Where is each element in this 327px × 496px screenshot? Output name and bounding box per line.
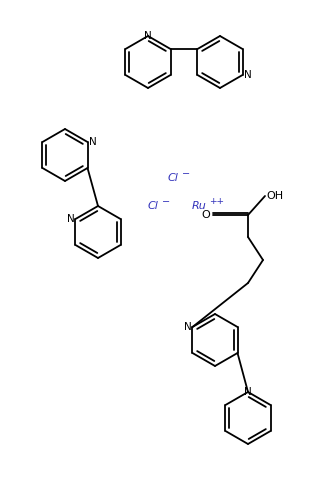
Text: −: −	[182, 169, 190, 179]
Text: −: −	[162, 197, 170, 207]
Text: O: O	[201, 210, 210, 220]
Text: N: N	[144, 31, 152, 41]
Text: N: N	[244, 387, 252, 397]
Text: N: N	[89, 137, 96, 147]
Text: ++: ++	[209, 197, 224, 206]
Text: N: N	[244, 70, 251, 80]
Text: Ru: Ru	[192, 201, 207, 211]
Text: N: N	[184, 322, 192, 332]
Text: N: N	[67, 214, 75, 224]
Text: OH: OH	[266, 191, 283, 201]
Text: Cl: Cl	[148, 201, 159, 211]
Text: Cl: Cl	[168, 173, 179, 183]
